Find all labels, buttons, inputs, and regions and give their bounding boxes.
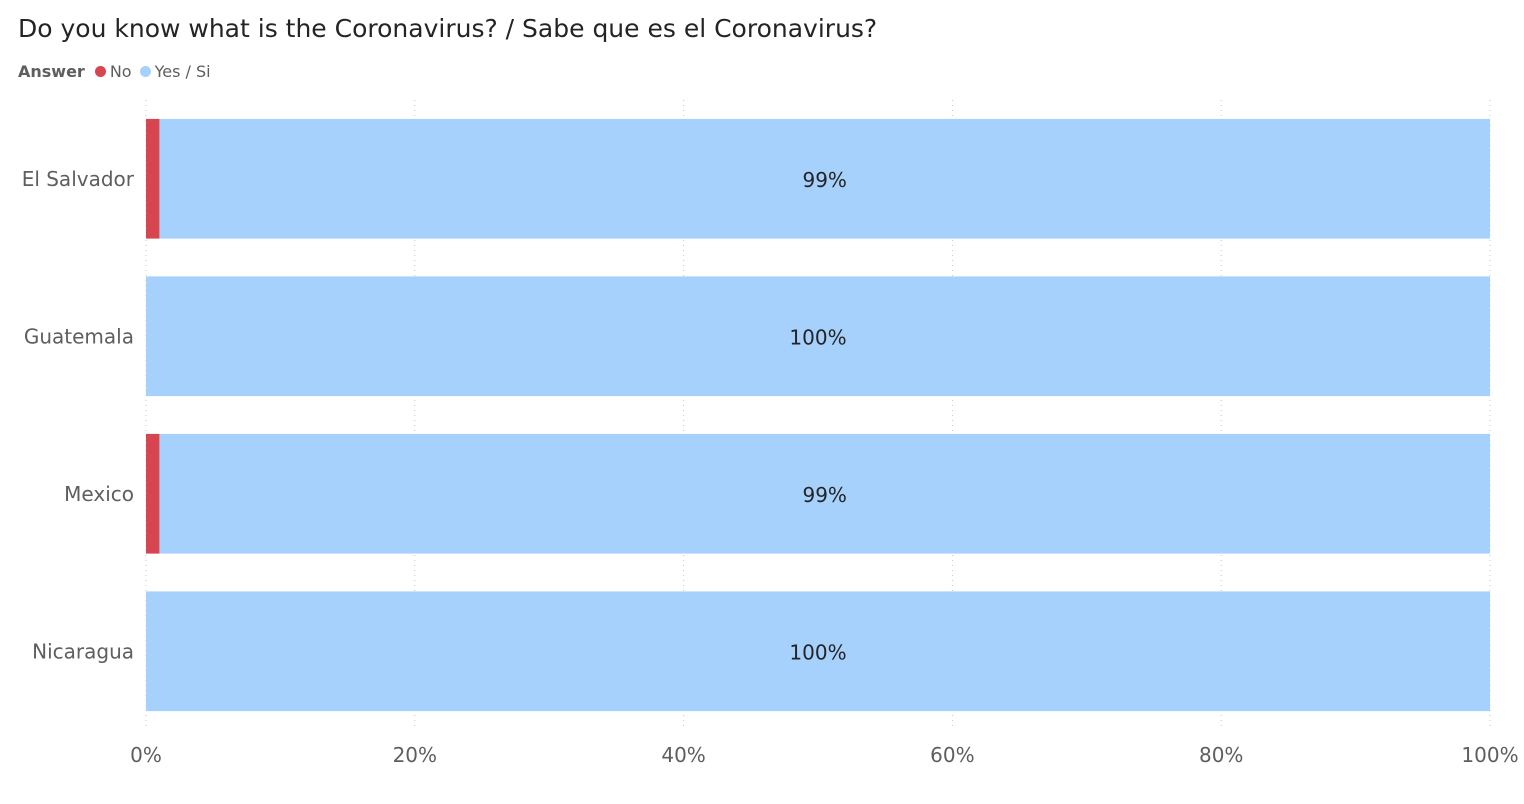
bar-no-2[interactable] [146,433,160,554]
legend: Answer No Yes / Si [18,60,219,82]
bar-yes-2[interactable] [159,433,1491,554]
data-label: 100% [789,325,846,349]
legend-label-yes: Yes / Si [154,61,211,81]
x-tick-label: 0% [130,743,162,767]
legend-item-yes[interactable]: Yes / Si [139,61,211,81]
bar-yes-1[interactable] [146,276,1490,397]
data-label: 100% [789,640,846,664]
x-tick-label: 80% [1199,743,1243,767]
x-tick-label: 100% [1461,743,1518,767]
category-label: Nicaragua [32,639,134,663]
category-label: El Salvador [22,167,135,191]
bar-yes-0[interactable] [159,118,1491,239]
x-tick-label: 60% [930,743,974,767]
legend-label-no: No [109,61,132,81]
chart-title: Do you know what is the Coronavirus? / S… [18,14,878,43]
legend-title: Answer [18,61,85,81]
data-label: 99% [802,483,846,507]
category-label: Mexico [64,482,134,506]
bar-yes-3[interactable] [146,591,1490,712]
legend-dot-yes [139,65,151,77]
x-tick-label: 20% [393,743,437,767]
data-label: 99% [802,168,846,192]
legend-item-no[interactable]: No [94,61,132,81]
bar-no-0[interactable] [146,118,160,239]
x-tick-label: 40% [661,743,705,767]
legend-dot-no [94,65,106,77]
category-label: Guatemala [24,324,134,348]
